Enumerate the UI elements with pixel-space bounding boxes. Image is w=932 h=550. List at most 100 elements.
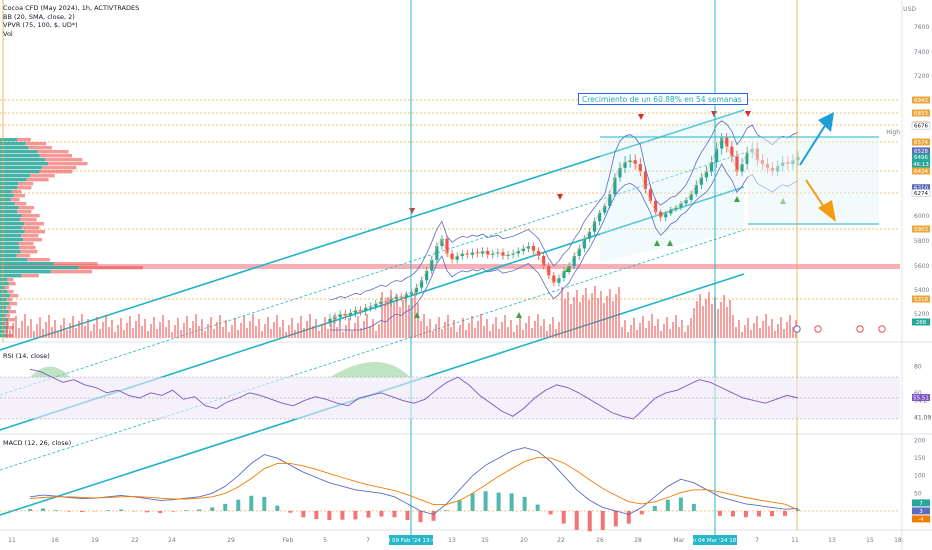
volume-bar xyxy=(384,304,386,338)
vp-bar-down xyxy=(16,138,31,142)
volume-bar xyxy=(447,315,449,338)
macd-hist-bar xyxy=(496,492,501,511)
volume-bar xyxy=(207,324,209,338)
volume-bar xyxy=(186,316,188,338)
volume-bar xyxy=(546,331,548,338)
volume-bar xyxy=(504,315,506,338)
price-tick-label: 5600 xyxy=(914,263,929,270)
volume-bar xyxy=(471,316,473,338)
macd-hist-bar xyxy=(418,510,423,523)
vp-bar-down xyxy=(16,254,31,258)
vp-bar-down xyxy=(9,302,18,306)
macd-line xyxy=(29,447,799,515)
volume-bar xyxy=(582,295,584,338)
time-tick-label: 7 xyxy=(366,537,370,544)
volume-bar xyxy=(612,301,614,338)
macd-hist-bar xyxy=(301,510,306,518)
volume-bar xyxy=(255,326,257,338)
volume-bar xyxy=(399,307,401,338)
volume-bar xyxy=(681,320,683,338)
vp-bar-down xyxy=(10,198,20,202)
candle-body xyxy=(598,212,602,222)
volume-bar xyxy=(486,319,488,338)
time-tick-label: 29 xyxy=(227,537,235,544)
vp-bar-down xyxy=(45,158,83,162)
volume-bar xyxy=(543,319,545,338)
macd-hist-bar xyxy=(626,510,631,524)
volume-bar xyxy=(141,326,143,338)
volume-bar xyxy=(252,314,254,338)
price-tag-label: 6853 xyxy=(914,111,928,117)
candle-body xyxy=(328,318,332,322)
volume-bar xyxy=(609,289,611,338)
candle-body xyxy=(669,209,673,214)
volume-bar xyxy=(336,327,338,338)
macd-hist-bar xyxy=(197,509,202,511)
volume-bar xyxy=(519,318,521,338)
candle-body xyxy=(481,251,485,254)
volume-bar xyxy=(606,296,608,338)
volume-bar xyxy=(474,328,476,338)
macd-hist-bar xyxy=(522,496,527,511)
volume-bar xyxy=(285,332,287,338)
volume-bar xyxy=(660,331,662,338)
volume-bar xyxy=(171,332,173,338)
macd-hist-bar xyxy=(431,510,436,521)
price-tag-label: 6496 xyxy=(914,155,928,161)
sell-arrow xyxy=(557,194,563,200)
volume-bar xyxy=(561,287,563,338)
macd-hist-bar xyxy=(691,503,696,511)
vp-bar-down xyxy=(78,266,144,270)
volume-bar xyxy=(291,318,293,338)
macd-hist-bar xyxy=(67,510,72,512)
sell-arrow xyxy=(638,114,644,120)
volume-bar xyxy=(690,318,692,338)
volume-bar xyxy=(753,323,755,338)
volume-bar xyxy=(309,314,311,338)
macd-label: MACD (12, 26, close) xyxy=(3,439,72,447)
volume-bar xyxy=(771,319,773,338)
candle-body xyxy=(343,314,347,316)
time-tick-label: 22 xyxy=(131,537,139,544)
vp-bar-up xyxy=(0,250,21,254)
vp-bar-down xyxy=(5,314,11,318)
vp-bar-down xyxy=(23,238,42,242)
volume-bar xyxy=(165,327,167,338)
candle-body xyxy=(740,164,744,172)
candle-body xyxy=(582,238,586,249)
vp-bar-down xyxy=(17,210,32,214)
volume-bar xyxy=(741,332,743,338)
volume-bar xyxy=(618,287,620,338)
vp-bar-up xyxy=(0,274,22,278)
vp-bar-up xyxy=(0,258,28,262)
volume-bar xyxy=(342,332,344,338)
volume-bar xyxy=(477,321,479,338)
time-tick-label: 11 xyxy=(8,537,16,544)
vp-bar-down xyxy=(21,274,39,278)
time-tick-label: 5 xyxy=(323,537,327,544)
volume-bars xyxy=(6,286,797,338)
rsi-tick-label: 80 xyxy=(914,364,922,371)
candle-body xyxy=(679,203,683,208)
resistance-band xyxy=(0,264,900,269)
time-tick-label: 15 xyxy=(866,537,874,544)
volume-bar xyxy=(423,314,425,338)
volume-bar xyxy=(183,323,185,338)
rsi-tick-label: 41.03 xyxy=(914,415,931,422)
candle-body xyxy=(450,253,454,260)
volume-bar xyxy=(591,293,593,338)
sell-arrow xyxy=(745,111,751,117)
candle-body xyxy=(608,194,612,206)
vp-bar-down xyxy=(7,326,15,330)
vp-bar-up xyxy=(0,230,25,234)
macd-tick-label: 150 xyxy=(914,455,926,462)
time-tick-label: 18 xyxy=(894,537,902,544)
macd-hist-bar xyxy=(275,505,280,511)
candle-body xyxy=(562,270,566,278)
candle-body xyxy=(653,200,658,212)
volume-bar xyxy=(150,324,152,338)
volume-bar xyxy=(351,330,353,338)
volume-bar xyxy=(537,314,539,338)
candle-body xyxy=(516,251,520,254)
